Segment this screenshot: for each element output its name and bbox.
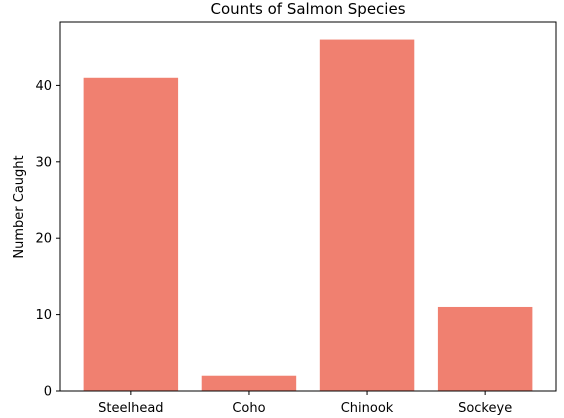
- y-tick-label: 30: [35, 155, 52, 170]
- y-tick-label: 0: [44, 385, 52, 400]
- plot-frame: [59, 21, 557, 392]
- x-tick-label: Coho: [232, 401, 265, 416]
- y-tick-label: 20: [35, 232, 52, 247]
- y-axis-title: Number Caught: [12, 155, 27, 258]
- x-tick-label: Steelhead: [98, 401, 163, 416]
- bar-steelhead: [83, 77, 179, 392]
- y-tick-label: 10: [35, 308, 52, 323]
- chart-title: Counts of Salmon Species: [210, 0, 405, 18]
- x-tick-label: Chinook: [341, 401, 394, 416]
- y-axis: 0 10 20 30 40: [35, 79, 60, 400]
- bar-chinook: [319, 39, 415, 391]
- y-tick-label: 40: [35, 79, 52, 94]
- bar-sockeye: [437, 306, 533, 391]
- bars-group: [83, 39, 533, 392]
- bar-coho: [201, 375, 297, 391]
- x-tick-label: Sockeye: [458, 401, 512, 416]
- x-axis: Steelhead Coho Chinook Sockeye: [98, 391, 512, 416]
